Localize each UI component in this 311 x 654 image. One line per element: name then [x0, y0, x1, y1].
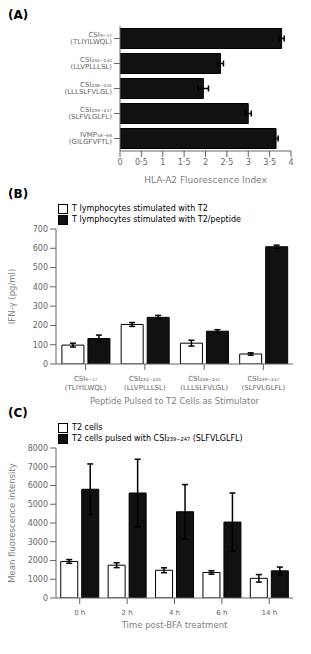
svg-text:200: 200 [33, 321, 48, 330]
svg-text:5000: 5000 [28, 500, 48, 509]
svg-text:CSI₂₃₉₋₂₄₇(SLFVLGLFL): CSI₂₃₉₋₂₄₇(SLFVLGLFL) [241, 375, 285, 392]
svg-text:1·5: 1·5 [178, 158, 191, 167]
svg-text:1: 1 [160, 158, 165, 167]
svg-text:4: 4 [288, 158, 293, 167]
svg-text:8000: 8000 [28, 444, 48, 453]
svg-text:14 h: 14 h [262, 609, 278, 617]
svg-text:3·5: 3·5 [263, 158, 276, 167]
svg-text:Time post-BFA treatment: Time post-BFA treatment [121, 620, 228, 630]
html-text:(C): (C) [8, 406, 28, 420]
svg-text:700: 700 [33, 225, 48, 234]
svg-text:CSI₂₃₉₋₂₄₇(SLFVLGLFL): CSI₂₃₉₋₂₄₇(SLFVLGLFL) [68, 106, 112, 121]
svg-text:600: 600 [33, 244, 48, 253]
svg-text:1000: 1000 [28, 575, 48, 584]
html-text:T2 cells pulsed with CSI₂₃₉₋₂₄: T2 cells pulsed with CSI₂₃₉₋₂₄₇ (SLFVLGL… [72, 434, 243, 443]
svg-text:CSI₂₃₆₋₂₄₅(LLLSLFVLGL): CSI₂₃₆₋₂₄₅(LLLSLFVLGL) [64, 81, 112, 96]
svg-text:HLA-A2 Fluorescence Index: HLA-A2 Fluorescence Index [144, 175, 267, 185]
svg-text:4 h: 4 h [169, 609, 180, 617]
svg-text:7000: 7000 [28, 463, 48, 472]
svg-text:CSI₂₃₆₋₂₄₅(LLLSLFVLGL): CSI₂₃₆₋₂₄₅(LLLSLFVLGL) [180, 375, 228, 392]
svg-text:0·5: 0·5 [135, 158, 148, 167]
html-text:T2 cells: T2 cells [72, 423, 103, 432]
html-text:T lymphocytes stimulated with: T lymphocytes stimulated with T2 [72, 204, 208, 213]
svg-text:Peptide Pulsed to T2 Cells as: Peptide Pulsed to T2 Cells as Stimulator [90, 396, 260, 406]
html-text:(A): (A) [8, 8, 29, 22]
svg-text:2: 2 [203, 158, 208, 167]
svg-text:0: 0 [117, 158, 122, 167]
svg-text:IFN-γ (pg/ml): IFN-γ (pg/ml) [8, 269, 17, 324]
svg-text:400: 400 [33, 283, 48, 292]
html-text:(B): (B) [8, 187, 29, 201]
svg-text:6 h: 6 h [216, 609, 227, 617]
svg-text:3000: 3000 [28, 538, 48, 547]
svg-text:IVMP₅₈₋₆₆(GILGFVFTL): IVMP₅₈₋₆₆(GILGFVFTL) [69, 131, 112, 146]
svg-text:500: 500 [33, 263, 48, 272]
svg-text:100: 100 [33, 341, 48, 350]
svg-text:3: 3 [246, 158, 251, 167]
html-text:T lymphocytes stimulated with: T lymphocytes stimulated with T2/peptide [72, 215, 241, 224]
svg-text:0: 0 [43, 360, 48, 369]
svg-text:2 h: 2 h [122, 609, 133, 617]
svg-text:6000: 6000 [28, 481, 48, 490]
svg-text:2·5: 2·5 [221, 158, 234, 167]
svg-text:CSI₉₋₁₇(TLIYILWQL): CSI₉₋₁₇(TLIYILWQL) [70, 31, 112, 46]
svg-text:Mean fluorescence intensity: Mean fluorescence intensity [8, 463, 17, 583]
svg-text:CSI₂₃₂₋₂₄₀(LLVPLLLSL): CSI₂₃₂₋₂₄₀(LLVPLLLSL) [70, 56, 112, 71]
svg-text:300: 300 [33, 302, 48, 311]
svg-text:2000: 2000 [28, 556, 48, 565]
svg-text:CSI₉₋₁₇(TLIYILWQL): CSI₉₋₁₇(TLIYILWQL) [65, 375, 107, 392]
svg-text:0: 0 [43, 594, 48, 603]
svg-text:4000: 4000 [28, 519, 48, 528]
svg-text:CSI₂₃₂₋₂₄₀(LLVPLLLSL): CSI₂₃₂₋₂₄₀(LLVPLLLSL) [124, 375, 166, 392]
svg-text:0 h: 0 h [74, 609, 85, 617]
